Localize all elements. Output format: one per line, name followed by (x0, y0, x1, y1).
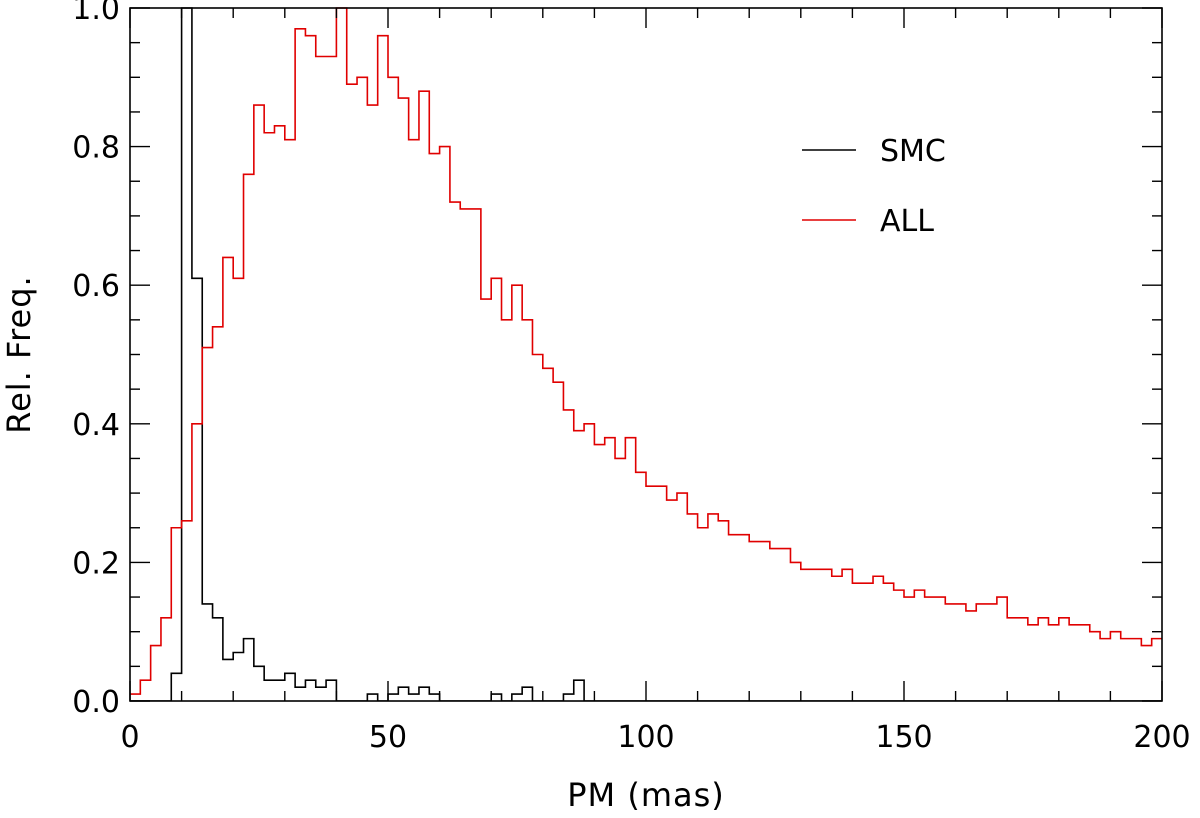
x-tick-label: 100 (617, 720, 674, 755)
x-tick-label: 200 (1133, 720, 1190, 755)
x-tick-label: 150 (875, 720, 932, 755)
x-axis-title: PM (mas) (567, 776, 725, 814)
y-tick-label: 0.8 (72, 131, 120, 166)
series-lines (130, 7, 1162, 701)
x-tick-label: 0 (120, 720, 139, 755)
y-tick-label: 0.0 (72, 685, 120, 720)
legend-label-all: ALL (880, 204, 934, 239)
y-tick-label: 0.6 (72, 269, 120, 304)
legend-label-smc: SMC (880, 134, 946, 169)
legend: SMC ALL (802, 134, 946, 239)
axes: 0 50 100 150 200 0.0 0.2 0.4 0.6 0.8 1.0 (72, 0, 1190, 755)
y-tick-label: 0.2 (72, 546, 120, 581)
x-tick-label: 50 (369, 720, 407, 755)
series-smc-line (130, 7, 1162, 701)
y-axis-title: Rel. Freq. (0, 275, 38, 433)
y-tick-label: 0.4 (72, 408, 120, 443)
y-tick-label: 1.0 (72, 0, 120, 27)
series-all-line (130, 7, 1162, 695)
